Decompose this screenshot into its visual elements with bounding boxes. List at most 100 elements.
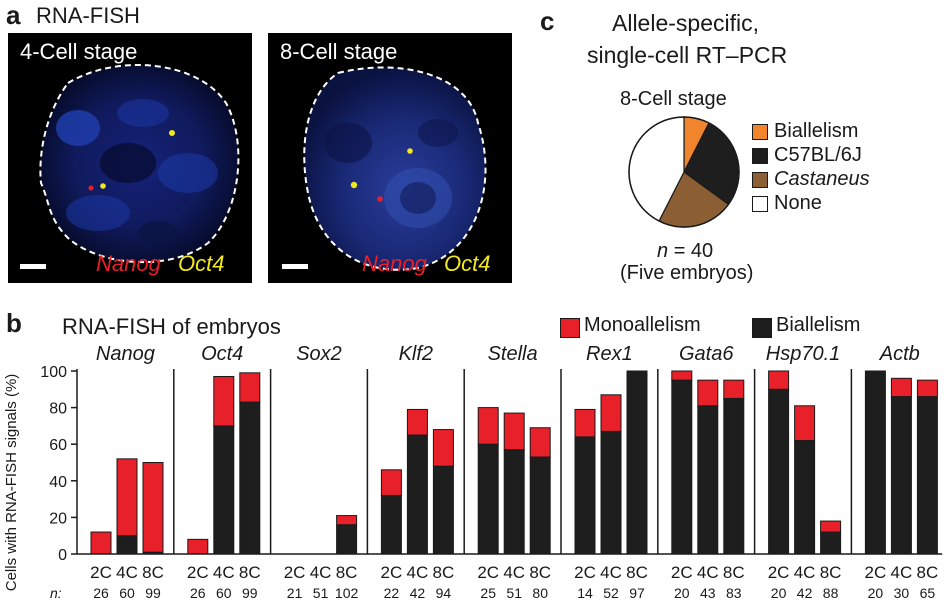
oct4-label: Oct4 bbox=[444, 251, 491, 276]
x-category-label: 8C bbox=[142, 563, 164, 582]
oct4-signal bbox=[100, 183, 106, 189]
pie-legend-label: Castaneus bbox=[774, 168, 870, 190]
bar-biallelism bbox=[380, 494, 402, 555]
bar-monoallelism bbox=[432, 429, 454, 467]
x-category-label: 2C bbox=[187, 563, 209, 582]
n-count-label: 42 bbox=[410, 585, 426, 601]
bar-biallelism bbox=[723, 397, 745, 555]
n-count-label: 42 bbox=[797, 585, 813, 601]
bar-biallelism bbox=[529, 456, 551, 555]
micrograph-4cell-image bbox=[39, 64, 240, 264]
bar-biallelism bbox=[890, 396, 912, 555]
x-category-label: 2C bbox=[768, 563, 790, 582]
bar-monoallelism bbox=[336, 515, 358, 526]
bar-legend-swatch bbox=[560, 318, 580, 338]
pie-legend-swatch bbox=[752, 124, 768, 140]
bar-monoallelism bbox=[916, 379, 938, 398]
bar-biallelism bbox=[116, 535, 138, 555]
n-count-label: 65 bbox=[920, 585, 936, 601]
bar-biallelism bbox=[820, 531, 842, 555]
n-count-label: 52 bbox=[603, 585, 619, 601]
bar-biallelism bbox=[794, 440, 816, 555]
micrograph-8cell-image bbox=[303, 66, 487, 271]
n-count-label: 20 bbox=[674, 585, 690, 601]
bar-biallelism bbox=[336, 524, 358, 555]
nanog-signal bbox=[88, 185, 94, 191]
bar-monoallelism bbox=[529, 427, 551, 458]
micrograph-4cell: 4-Cell stage Nanog Oct4 bbox=[8, 33, 252, 283]
n-count-label: 60 bbox=[119, 585, 135, 601]
y-tick-label: 60 bbox=[49, 437, 67, 454]
x-category-label: 4C bbox=[891, 563, 913, 582]
n-count-label: 30 bbox=[894, 585, 910, 601]
gene-label-gata6: Gata6 bbox=[679, 343, 734, 365]
nanog-label: Nanog bbox=[96, 251, 161, 276]
pie-chart bbox=[628, 116, 740, 228]
bar-monoallelism bbox=[503, 412, 525, 451]
gene-label-sox2: Sox2 bbox=[296, 343, 342, 365]
bar-monoallelism bbox=[697, 379, 719, 407]
bar-monoallelism bbox=[723, 379, 745, 399]
scale-bar bbox=[282, 264, 308, 269]
panel-c-stage: 8-Cell stage bbox=[620, 88, 727, 110]
panel-c-title-line1: Allele-specific, bbox=[612, 10, 759, 36]
x-category-label: 2C bbox=[381, 563, 403, 582]
x-category-label: 2C bbox=[574, 563, 596, 582]
y-tick-label: 80 bbox=[49, 401, 67, 418]
micrograph-8cell-stage: 8-Cell stage bbox=[280, 39, 398, 64]
bar-biallelism bbox=[503, 449, 525, 555]
bar-monoallelism bbox=[574, 408, 596, 438]
n-count-label: 97 bbox=[629, 585, 645, 601]
pie-legend-swatch bbox=[752, 172, 768, 188]
gene-label-rex1: Rex1 bbox=[586, 343, 633, 365]
y-tick-label: 40 bbox=[49, 474, 67, 491]
gene-label-hsp70-1: Hsp70.1 bbox=[766, 343, 841, 365]
n-count-label: 22 bbox=[384, 585, 400, 601]
pie-legend-label: None bbox=[774, 192, 822, 214]
n-count-label: 20 bbox=[771, 585, 787, 601]
bar-monoallelism bbox=[820, 520, 842, 533]
bar-legend-label: Biallelism bbox=[776, 314, 861, 336]
bar-monoallelism bbox=[890, 377, 912, 398]
bar-monoallelism bbox=[477, 407, 499, 445]
n-count-label: 83 bbox=[726, 585, 742, 601]
n-count-label: 21 bbox=[287, 585, 303, 601]
bar-biallelism bbox=[626, 370, 648, 555]
gene-label-klf2: Klf2 bbox=[399, 343, 433, 365]
oct4-signal bbox=[350, 181, 358, 189]
stacked-bar-chart: Cells with RNA-FISH signals (%) 0 20 40 60 80… bbox=[3, 343, 943, 601]
panel-b-title: RNA-FISH of embryos bbox=[62, 314, 281, 339]
x-category-label: 4C bbox=[310, 563, 332, 582]
oct4-signal bbox=[169, 130, 175, 136]
oct4-label: Oct4 bbox=[178, 251, 225, 276]
bar-biallelism bbox=[574, 436, 596, 555]
bar-biallelism bbox=[477, 443, 499, 555]
n-count-label: 51 bbox=[313, 585, 329, 601]
x-category-label: 4C bbox=[794, 563, 816, 582]
scale-bar bbox=[20, 264, 46, 269]
micrograph-4cell-stage: 4-Cell stage bbox=[20, 39, 138, 64]
nanog-signal bbox=[377, 196, 383, 202]
pie-subnote: (Five embryos) bbox=[620, 262, 754, 284]
y-axis-label: Cells with RNA-FISH signals (%) bbox=[3, 374, 20, 592]
n-prefix: n: bbox=[50, 585, 62, 601]
bar-biallelism bbox=[432, 465, 454, 555]
panel-a-title: RNA-FISH bbox=[36, 3, 140, 28]
bar-biallelism bbox=[697, 405, 719, 555]
y-tick-label: 20 bbox=[49, 510, 67, 527]
n-count-label: 94 bbox=[436, 585, 452, 601]
gene-label-nanog: Nanog bbox=[96, 343, 155, 365]
pie-n-line: n = 40 bbox=[657, 240, 713, 263]
bar-monoallelism bbox=[380, 469, 402, 496]
bar-monoallelism bbox=[406, 408, 428, 436]
pie-legend-label: Biallelism bbox=[774, 120, 859, 142]
gene-label-stella: Stella bbox=[488, 343, 538, 365]
gene-label-oct4: Oct4 bbox=[201, 343, 243, 365]
pie-legend-swatch bbox=[752, 148, 768, 164]
bar-monoallelism bbox=[142, 462, 164, 553]
x-category-label: 4C bbox=[503, 563, 525, 582]
pie-legend-label: C57BL/6J bbox=[774, 144, 862, 166]
n-count-label: 14 bbox=[577, 585, 593, 601]
n-count-label: 60 bbox=[216, 585, 232, 601]
n-count-label: 102 bbox=[335, 585, 359, 601]
